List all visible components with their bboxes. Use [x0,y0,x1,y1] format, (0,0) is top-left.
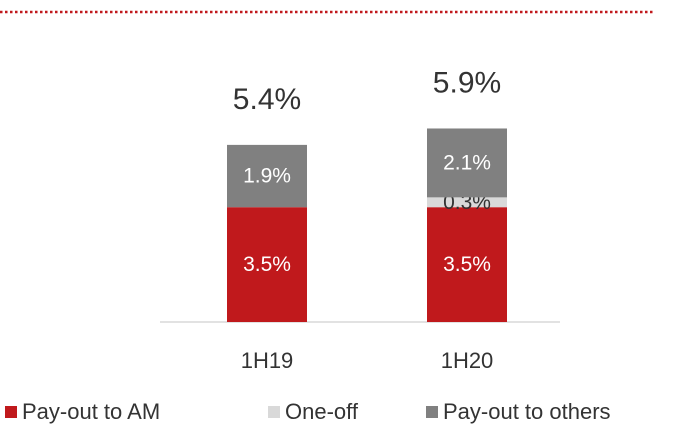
legend-swatch [268,406,280,418]
bar-segment [227,207,307,322]
bar-segment [227,144,307,208]
bar-segment [427,197,507,208]
bar-segment [427,128,507,198]
legend-swatch [426,406,438,418]
total-label: 5.4% [233,83,301,116]
legend-label: One-off [285,399,359,424]
x-tick-label: 1H20 [441,348,494,373]
x-tick-label: 1H19 [241,348,294,373]
legend-swatch [5,406,17,418]
bar-segment [427,207,507,322]
legend-label: Pay-out to AM [22,399,160,424]
segment-label: 3.5% [243,253,291,276]
segment-label: 3.5% [443,253,491,276]
legend-label: Pay-out to others [443,399,611,424]
segment-label: 2.1% [443,151,491,174]
total-label: 5.9% [433,66,501,99]
segment-label: 1.9% [243,165,291,188]
